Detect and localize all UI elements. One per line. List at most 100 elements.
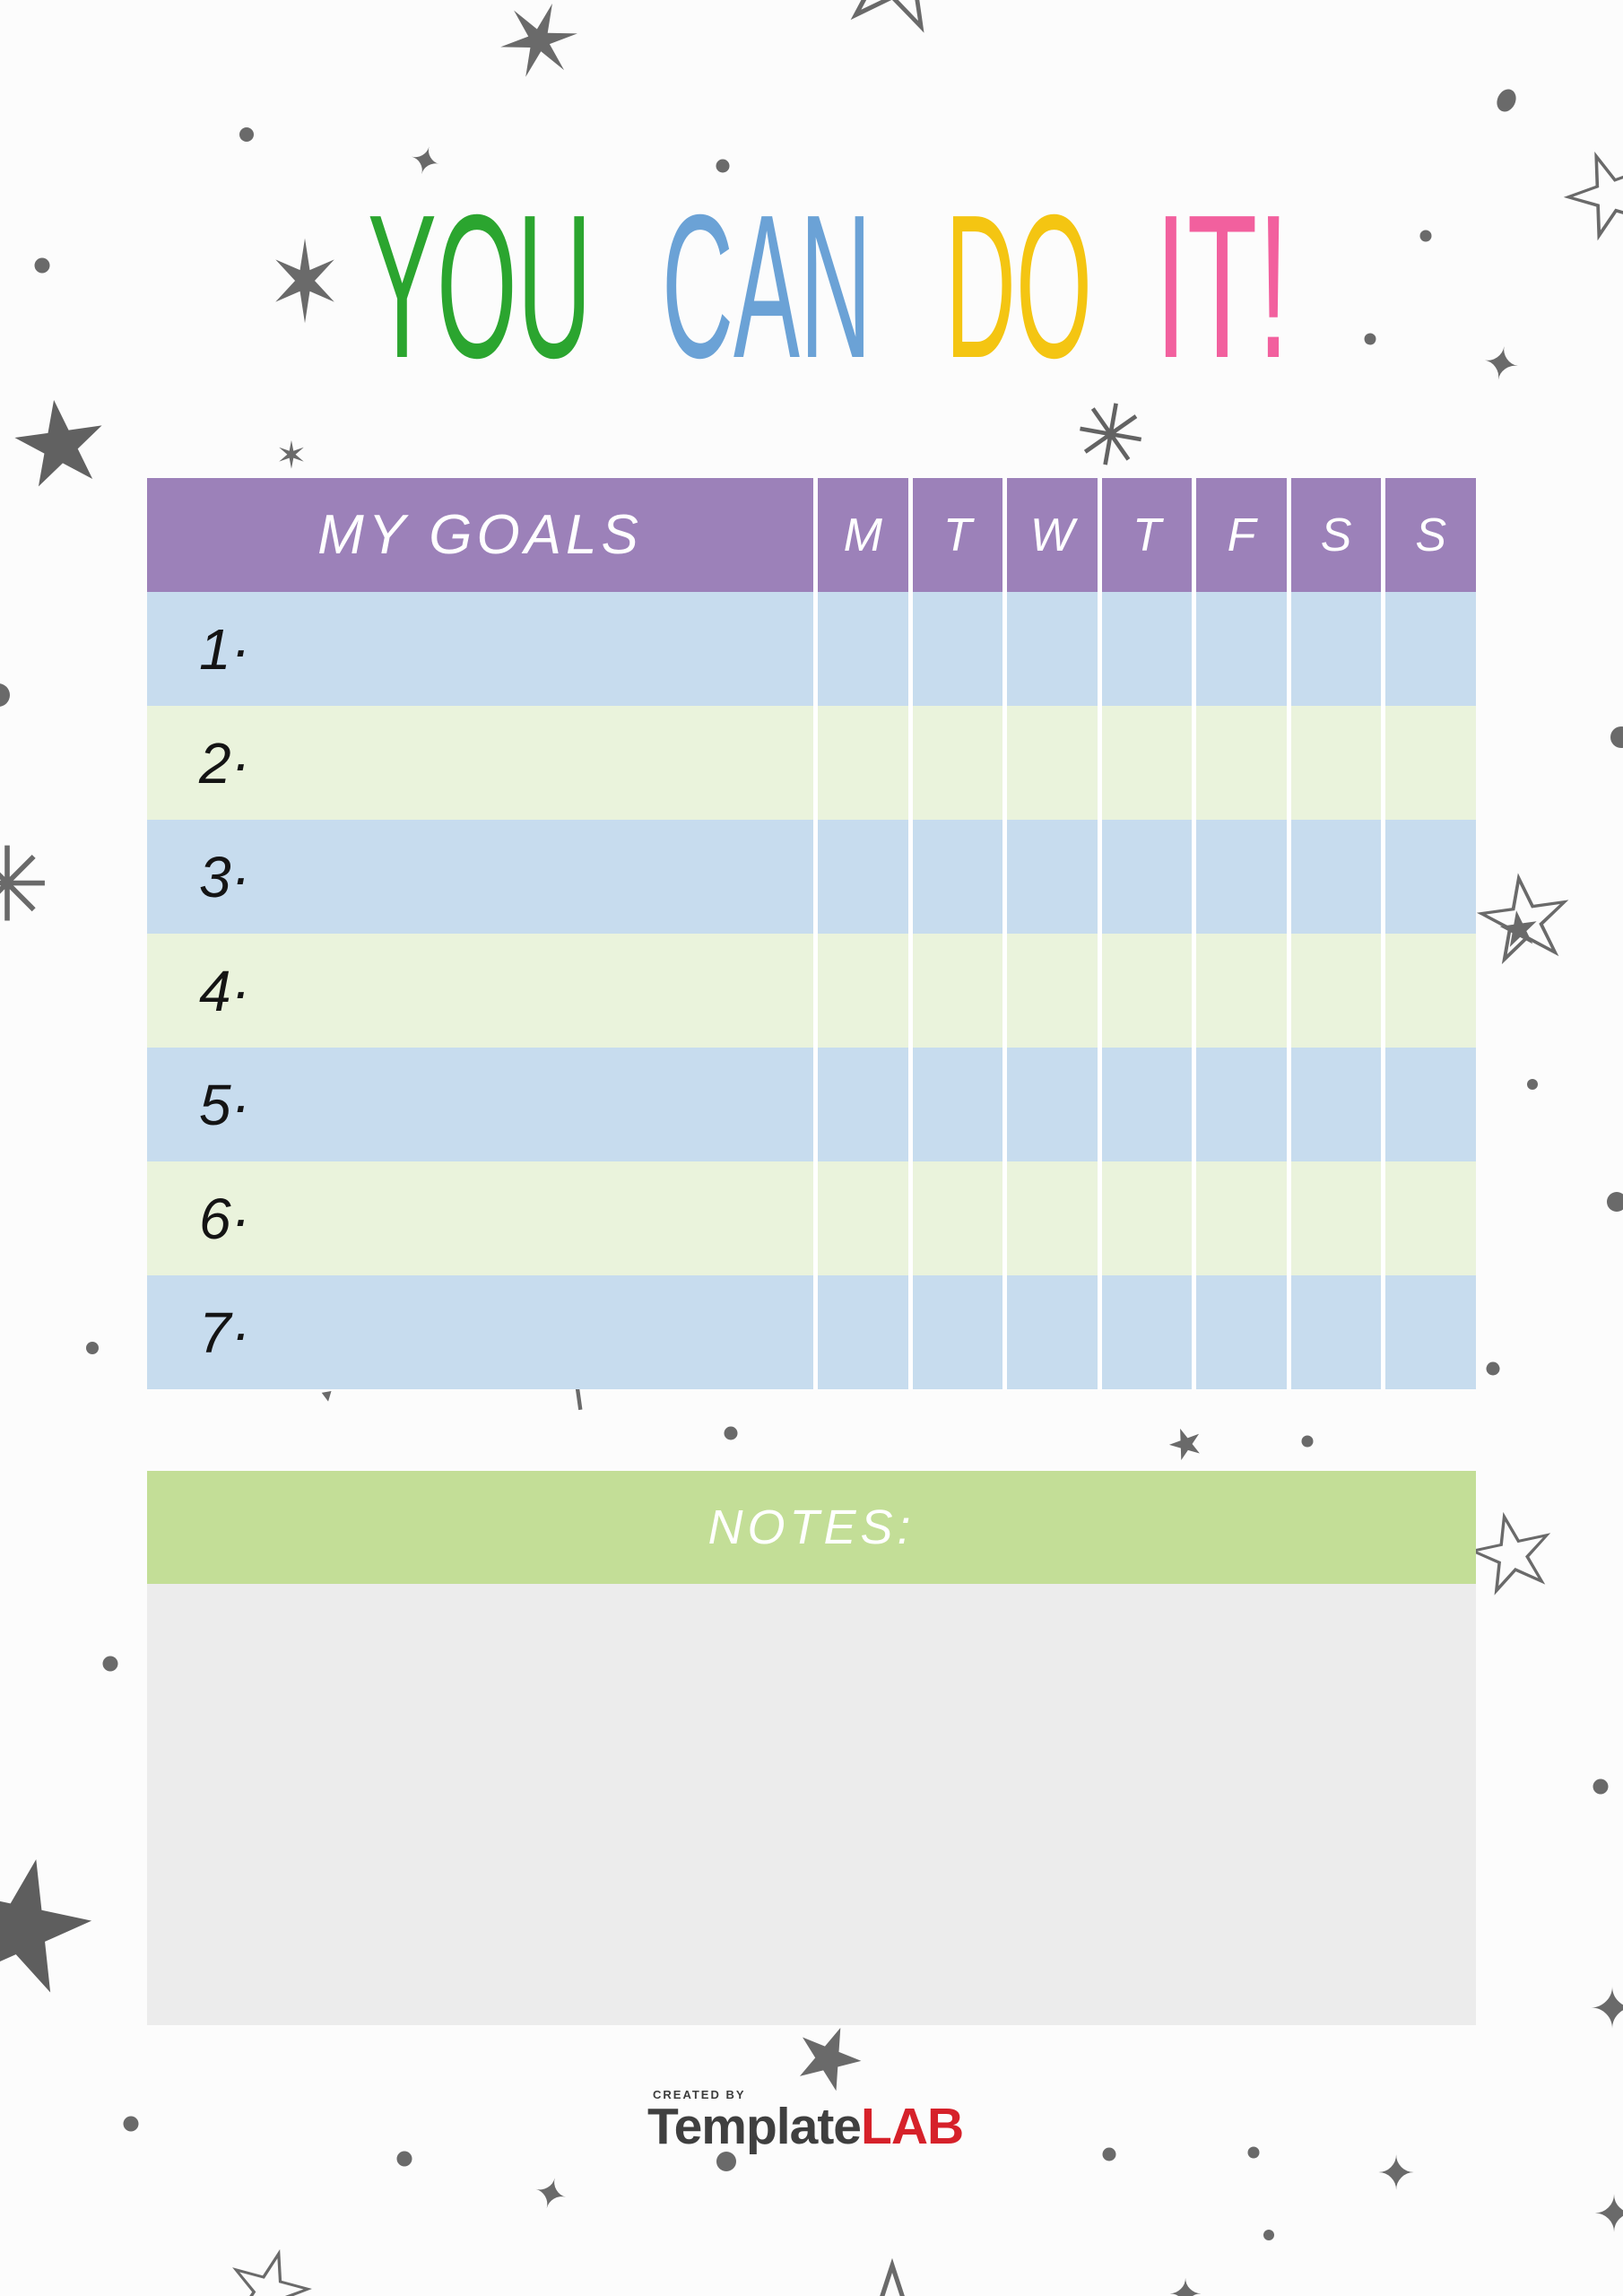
day-check-cell[interactable]	[1097, 1048, 1193, 1161]
dot-doodle-icon	[716, 2152, 736, 2171]
day-check-cell[interactable]	[813, 1048, 908, 1161]
goal-row: 2·	[147, 706, 1476, 820]
day-header-friday: F	[1192, 478, 1287, 592]
dot-doodle-icon	[34, 257, 50, 274]
day-check-cell[interactable]	[1097, 1275, 1193, 1389]
dot-doodle-icon	[1364, 333, 1376, 345]
dot-doodle-icon	[1247, 2146, 1260, 2159]
day-check-cell[interactable]	[1002, 934, 1098, 1048]
goal-text-cell[interactable]: 3·	[147, 820, 813, 934]
day-check-cell[interactable]	[813, 820, 908, 934]
day-check-cell[interactable]	[1381, 706, 1476, 820]
goal-text-cell[interactable]: 1·	[147, 592, 813, 706]
day-check-cell[interactable]	[1286, 934, 1382, 1048]
day-check-cell[interactable]	[1192, 820, 1287, 934]
day-check-cell[interactable]	[907, 592, 1003, 706]
day-check-cell[interactable]	[813, 1161, 908, 1275]
title-word-do: DO	[945, 204, 1092, 375]
goal-text-cell[interactable]: 2·	[147, 706, 813, 820]
day-check-cell[interactable]	[1286, 706, 1382, 820]
goal-row: 7·	[147, 1275, 1476, 1389]
day-header-tuesday: T	[907, 478, 1003, 592]
day-check-cell[interactable]	[1192, 1048, 1287, 1161]
day-check-cell[interactable]	[1192, 706, 1287, 820]
title-word-can: CAN	[662, 204, 872, 375]
day-check-cell[interactable]	[907, 934, 1003, 1048]
day-check-cell[interactable]	[813, 934, 908, 1048]
day-check-cell[interactable]	[1097, 1161, 1193, 1275]
day-check-cell[interactable]	[1097, 820, 1193, 934]
templatelab-logo: CREATED BY TemplateLAB	[647, 2088, 964, 2152]
goal-number-label: 6·	[199, 1186, 250, 1251]
dot-doodle-icon	[1102, 2147, 1116, 2161]
day-check-cell[interactable]	[907, 1048, 1003, 1161]
day-check-cell[interactable]	[1381, 592, 1476, 706]
day-check-cell[interactable]	[1286, 1275, 1382, 1389]
day-check-cell[interactable]	[1286, 592, 1382, 706]
goal-text-cell[interactable]: 4·	[147, 934, 813, 1048]
day-header-monday: M	[813, 478, 908, 592]
my-goals-header-label: MY GOALS	[317, 504, 643, 566]
day-check-cell[interactable]	[1286, 1048, 1382, 1161]
day-check-cell[interactable]	[1002, 1275, 1098, 1389]
star-outline-doodle-icon: ☆	[1537, 110, 1623, 275]
day-check-cell[interactable]	[907, 820, 1003, 934]
goal-number-label: 1·	[199, 616, 250, 682]
day-check-cell[interactable]	[1097, 592, 1193, 706]
day-check-cell[interactable]	[907, 1275, 1003, 1389]
dot-doodle-icon	[123, 2116, 139, 2132]
goal-row: 4·	[147, 934, 1476, 1048]
day-check-cell[interactable]	[1381, 1161, 1476, 1275]
day-check-cell[interactable]	[1381, 1275, 1476, 1389]
day-check-cell[interactable]	[1192, 1161, 1287, 1275]
day-check-cell[interactable]	[813, 1275, 908, 1389]
day-header-label: S	[1415, 509, 1447, 561]
day-check-cell[interactable]	[1002, 820, 1098, 934]
pinwheel-star-doodle-icon: ✶	[476, 0, 600, 114]
day-check-cell[interactable]	[813, 592, 908, 706]
goals-table-header: MY GOALS M T W T F S S	[147, 478, 1476, 592]
dot-doodle-icon	[396, 2151, 412, 2167]
goal-row: 3·	[147, 820, 1476, 934]
burst-star-doodle-icon: ✳	[1066, 381, 1154, 491]
day-check-cell[interactable]	[907, 706, 1003, 820]
day-check-cell[interactable]	[1002, 1048, 1098, 1161]
sparkle-doodle-icon: ✦	[1167, 2270, 1203, 2296]
day-check-cell[interactable]	[1286, 1161, 1382, 1275]
day-check-cell[interactable]	[1002, 1161, 1098, 1275]
day-header-thursday: T	[1097, 478, 1193, 592]
day-check-cell[interactable]	[1002, 592, 1098, 706]
day-check-cell[interactable]	[907, 1161, 1003, 1275]
goal-row: 1·	[147, 592, 1476, 706]
day-check-cell[interactable]	[1381, 1048, 1476, 1161]
day-header-sunday: S	[1381, 478, 1476, 592]
day-check-cell[interactable]	[1097, 934, 1193, 1048]
day-check-cell[interactable]	[1381, 934, 1476, 1048]
goal-text-cell[interactable]: 5·	[147, 1048, 813, 1161]
notes-header: NOTES:	[147, 1471, 1476, 1584]
day-check-cell[interactable]	[1097, 706, 1193, 820]
day-header-label: S	[1320, 509, 1352, 561]
dot-doodle-icon	[1610, 726, 1623, 748]
day-check-cell[interactable]	[1192, 592, 1287, 706]
day-check-cell[interactable]	[1192, 934, 1287, 1048]
day-header-label: T	[942, 509, 972, 561]
goal-number-label: 4·	[199, 958, 250, 1023]
title-word-you: YOU	[368, 204, 592, 375]
goal-text-cell[interactable]: 6·	[147, 1161, 813, 1275]
dot-doodle-icon	[86, 1342, 99, 1354]
goal-text-cell[interactable]: 7·	[147, 1275, 813, 1389]
day-check-cell[interactable]	[1002, 706, 1098, 820]
sparkle-star-doodle-icon: ✶	[267, 217, 343, 349]
sparkle-doodle-icon: ✦	[1376, 2147, 1416, 2201]
star-outline-doodle-icon: ☆	[206, 2216, 333, 2296]
day-check-cell[interactable]	[813, 706, 908, 820]
notes-writing-area[interactable]	[147, 1584, 1476, 2025]
day-check-cell[interactable]	[1192, 1275, 1287, 1389]
day-header-wednesday: W	[1002, 478, 1098, 592]
day-check-cell[interactable]	[1286, 820, 1382, 934]
day-check-cell[interactable]	[1381, 820, 1476, 934]
day-header-label: M	[843, 509, 882, 561]
sparkle-doodle-icon: ✦	[1478, 335, 1524, 394]
